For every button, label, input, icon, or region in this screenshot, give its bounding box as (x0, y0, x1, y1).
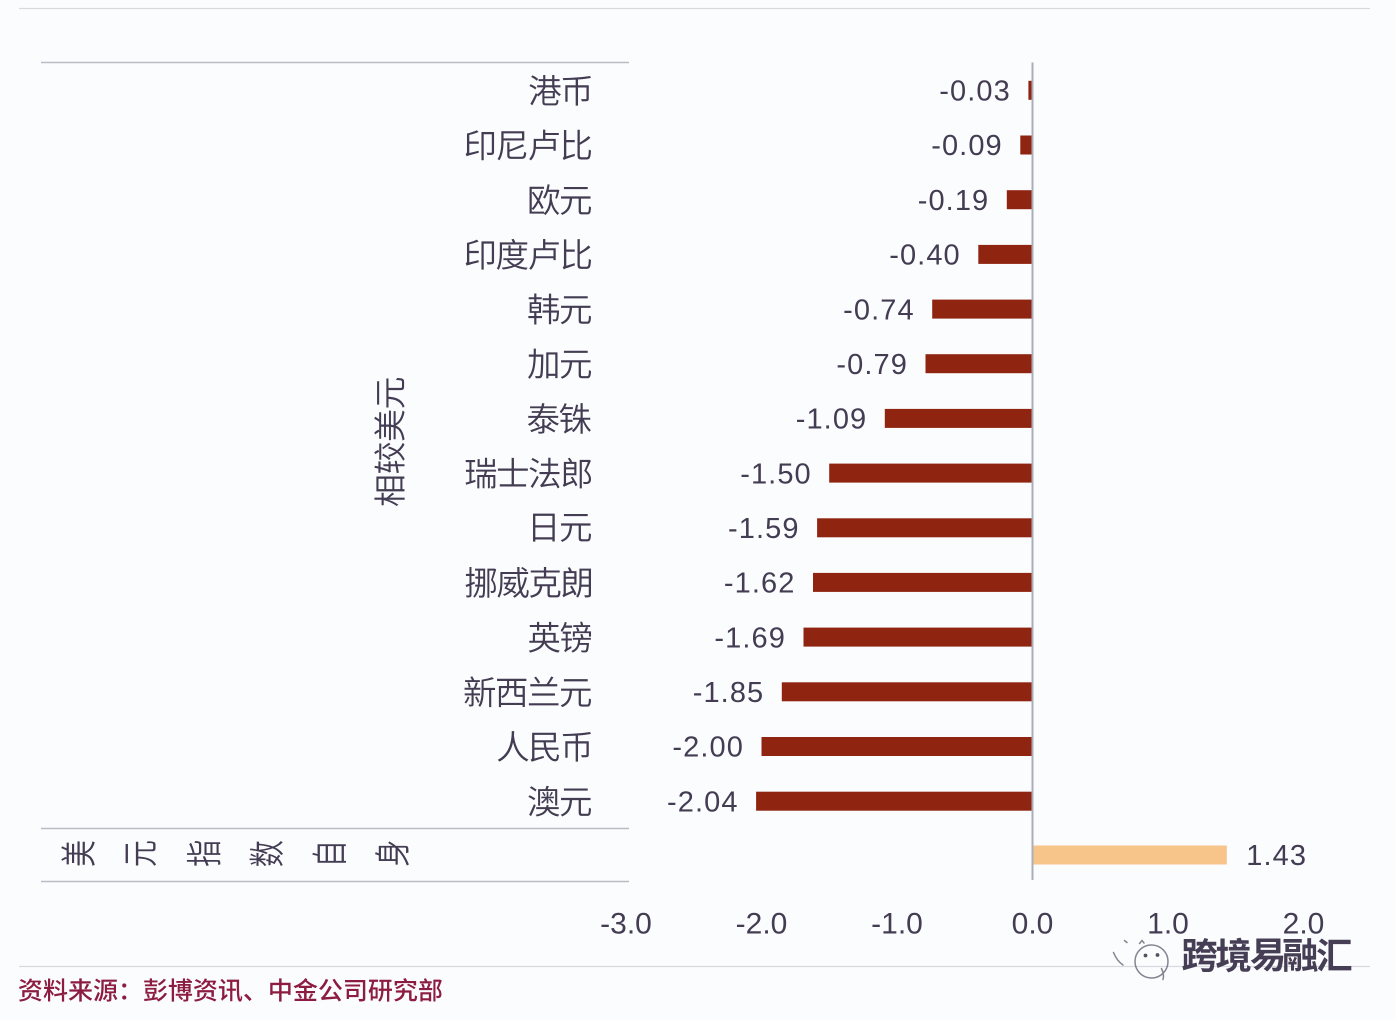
svg-text:0.0: 0.0 (1012, 908, 1054, 941)
svg-text:-0.79: -0.79 (836, 349, 908, 381)
svg-text:1.0: 1.0 (1147, 908, 1189, 941)
svg-text:-1.69: -1.69 (714, 622, 786, 654)
svg-text:-0.19: -0.19 (918, 185, 990, 217)
svg-text:-3.0: -3.0 (600, 908, 652, 941)
svg-text:1.43: 1.43 (1246, 840, 1307, 872)
svg-text:-2.04: -2.04 (667, 786, 739, 818)
svg-text:-1.50: -1.50 (740, 458, 812, 490)
svg-text:2.0: 2.0 (1283, 908, 1325, 941)
svg-text:-1.59: -1.59 (728, 513, 800, 545)
svg-text:-1.85: -1.85 (693, 677, 765, 709)
svg-text:-1.0: -1.0 (871, 908, 923, 941)
svg-text:-1.62: -1.62 (724, 568, 796, 600)
svg-text:-0.40: -0.40 (889, 240, 961, 272)
svg-text:-1.09: -1.09 (796, 404, 868, 436)
svg-text:-0.09: -0.09 (931, 130, 1003, 162)
svg-text:-0.74: -0.74 (843, 294, 915, 326)
svg-text:-0.03: -0.03 (939, 76, 1011, 108)
svg-text:-2.00: -2.00 (672, 732, 744, 764)
svg-text:-2.0: -2.0 (736, 908, 788, 941)
